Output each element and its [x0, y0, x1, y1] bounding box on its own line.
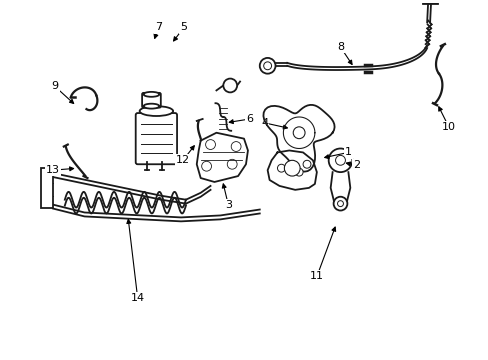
Circle shape: [227, 159, 237, 169]
Text: 3: 3: [224, 199, 231, 210]
FancyBboxPatch shape: [136, 113, 177, 164]
Circle shape: [259, 58, 275, 74]
Circle shape: [277, 164, 285, 172]
Circle shape: [205, 140, 215, 149]
Circle shape: [328, 148, 351, 172]
Text: 4: 4: [261, 118, 268, 128]
Text: 12: 12: [176, 155, 190, 165]
Text: 8: 8: [336, 42, 344, 52]
Circle shape: [293, 127, 305, 139]
Text: 13: 13: [46, 165, 60, 175]
Ellipse shape: [143, 92, 159, 97]
Text: 10: 10: [441, 122, 455, 132]
Circle shape: [223, 78, 237, 93]
Text: 9: 9: [51, 81, 59, 91]
Circle shape: [201, 161, 211, 171]
Polygon shape: [267, 150, 316, 190]
FancyBboxPatch shape: [142, 93, 161, 108]
Circle shape: [284, 160, 300, 176]
Polygon shape: [263, 105, 334, 172]
Ellipse shape: [143, 104, 159, 109]
Text: 1: 1: [344, 148, 351, 157]
Polygon shape: [196, 133, 247, 182]
Polygon shape: [330, 172, 349, 204]
Text: 2: 2: [352, 160, 359, 170]
Bar: [41, 168, 53, 208]
Circle shape: [303, 160, 310, 168]
Text: 7: 7: [155, 22, 162, 32]
Text: 6: 6: [246, 114, 253, 124]
Circle shape: [335, 156, 345, 165]
Ellipse shape: [140, 106, 173, 116]
Text: 11: 11: [309, 271, 323, 282]
Circle shape: [231, 141, 241, 152]
Circle shape: [337, 201, 343, 207]
Circle shape: [263, 62, 271, 70]
Circle shape: [333, 197, 346, 211]
Text: 14: 14: [130, 293, 144, 303]
Text: 5: 5: [180, 22, 187, 32]
Circle shape: [295, 168, 303, 176]
